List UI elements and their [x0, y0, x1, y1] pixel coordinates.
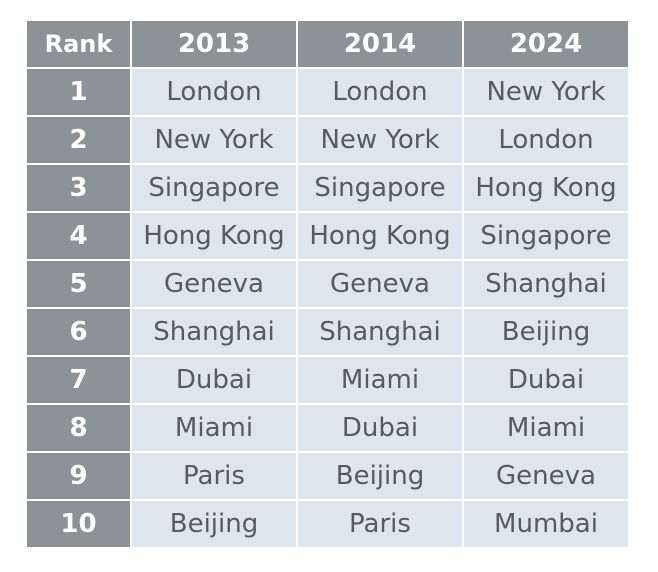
city-2013-cell: London	[132, 69, 296, 115]
rank-cell: 2	[27, 117, 130, 163]
header-2024: 2024	[464, 21, 628, 67]
table-row: 8 Miami Dubai Miami	[27, 405, 628, 451]
city-2013-cell: Hong Kong	[132, 213, 296, 259]
rank-cell: 7	[27, 357, 130, 403]
header-2013: 2013	[132, 21, 296, 67]
city-2013-cell: New York	[132, 117, 296, 163]
city-2013-cell: Miami	[132, 405, 296, 451]
city-2014-cell: London	[298, 69, 462, 115]
table-row: 6 Shanghai Shanghai Beijing	[27, 309, 628, 355]
city-2014-cell: Beijing	[298, 453, 462, 499]
rank-cell: 4	[27, 213, 130, 259]
rank-cell: 1	[27, 69, 130, 115]
header-rank: Rank	[27, 21, 130, 67]
city-2024-cell: Shanghai	[464, 261, 628, 307]
rank-cell: 10	[27, 501, 130, 547]
city-2013-cell: Beijing	[132, 501, 296, 547]
city-2014-cell: New York	[298, 117, 462, 163]
city-2014-cell: Miami	[298, 357, 462, 403]
city-2024-cell: Singapore	[464, 213, 628, 259]
header-2014: 2014	[298, 21, 462, 67]
table-row: 5 Geneva Geneva Shanghai	[27, 261, 628, 307]
rank-cell: 3	[27, 165, 130, 211]
table-row: 9 Paris Beijing Geneva	[27, 453, 628, 499]
city-2024-cell: Geneva	[464, 453, 628, 499]
city-ranking-table: Rank 2013 2014 2024 1 London London New …	[25, 19, 630, 549]
table-row: 3 Singapore Singapore Hong Kong	[27, 165, 628, 211]
rank-cell: 5	[27, 261, 130, 307]
table-row: 2 New York New York London	[27, 117, 628, 163]
table-body: 1 London London New York 2 New York New …	[27, 69, 628, 547]
city-2014-cell: Geneva	[298, 261, 462, 307]
rank-cell: 8	[27, 405, 130, 451]
city-2024-cell: Dubai	[464, 357, 628, 403]
city-2014-cell: Dubai	[298, 405, 462, 451]
city-2013-cell: Singapore	[132, 165, 296, 211]
city-2013-cell: Geneva	[132, 261, 296, 307]
table-row: 7 Dubai Miami Dubai	[27, 357, 628, 403]
table-row: 10 Beijing Paris Mumbai	[27, 501, 628, 547]
city-2013-cell: Shanghai	[132, 309, 296, 355]
rank-cell: 9	[27, 453, 130, 499]
rank-cell: 6	[27, 309, 130, 355]
city-2024-cell: London	[464, 117, 628, 163]
city-2024-cell: Mumbai	[464, 501, 628, 547]
city-2024-cell: Miami	[464, 405, 628, 451]
city-2013-cell: Dubai	[132, 357, 296, 403]
city-2024-cell: New York	[464, 69, 628, 115]
city-2014-cell: Singapore	[298, 165, 462, 211]
table-row: 4 Hong Kong Hong Kong Singapore	[27, 213, 628, 259]
city-2014-cell: Hong Kong	[298, 213, 462, 259]
header-row: Rank 2013 2014 2024	[27, 21, 628, 67]
city-2014-cell: Shanghai	[298, 309, 462, 355]
city-2013-cell: Paris	[132, 453, 296, 499]
city-2024-cell: Hong Kong	[464, 165, 628, 211]
city-2024-cell: Beijing	[464, 309, 628, 355]
city-2014-cell: Paris	[298, 501, 462, 547]
table-header: Rank 2013 2014 2024	[27, 21, 628, 67]
table-row: 1 London London New York	[27, 69, 628, 115]
